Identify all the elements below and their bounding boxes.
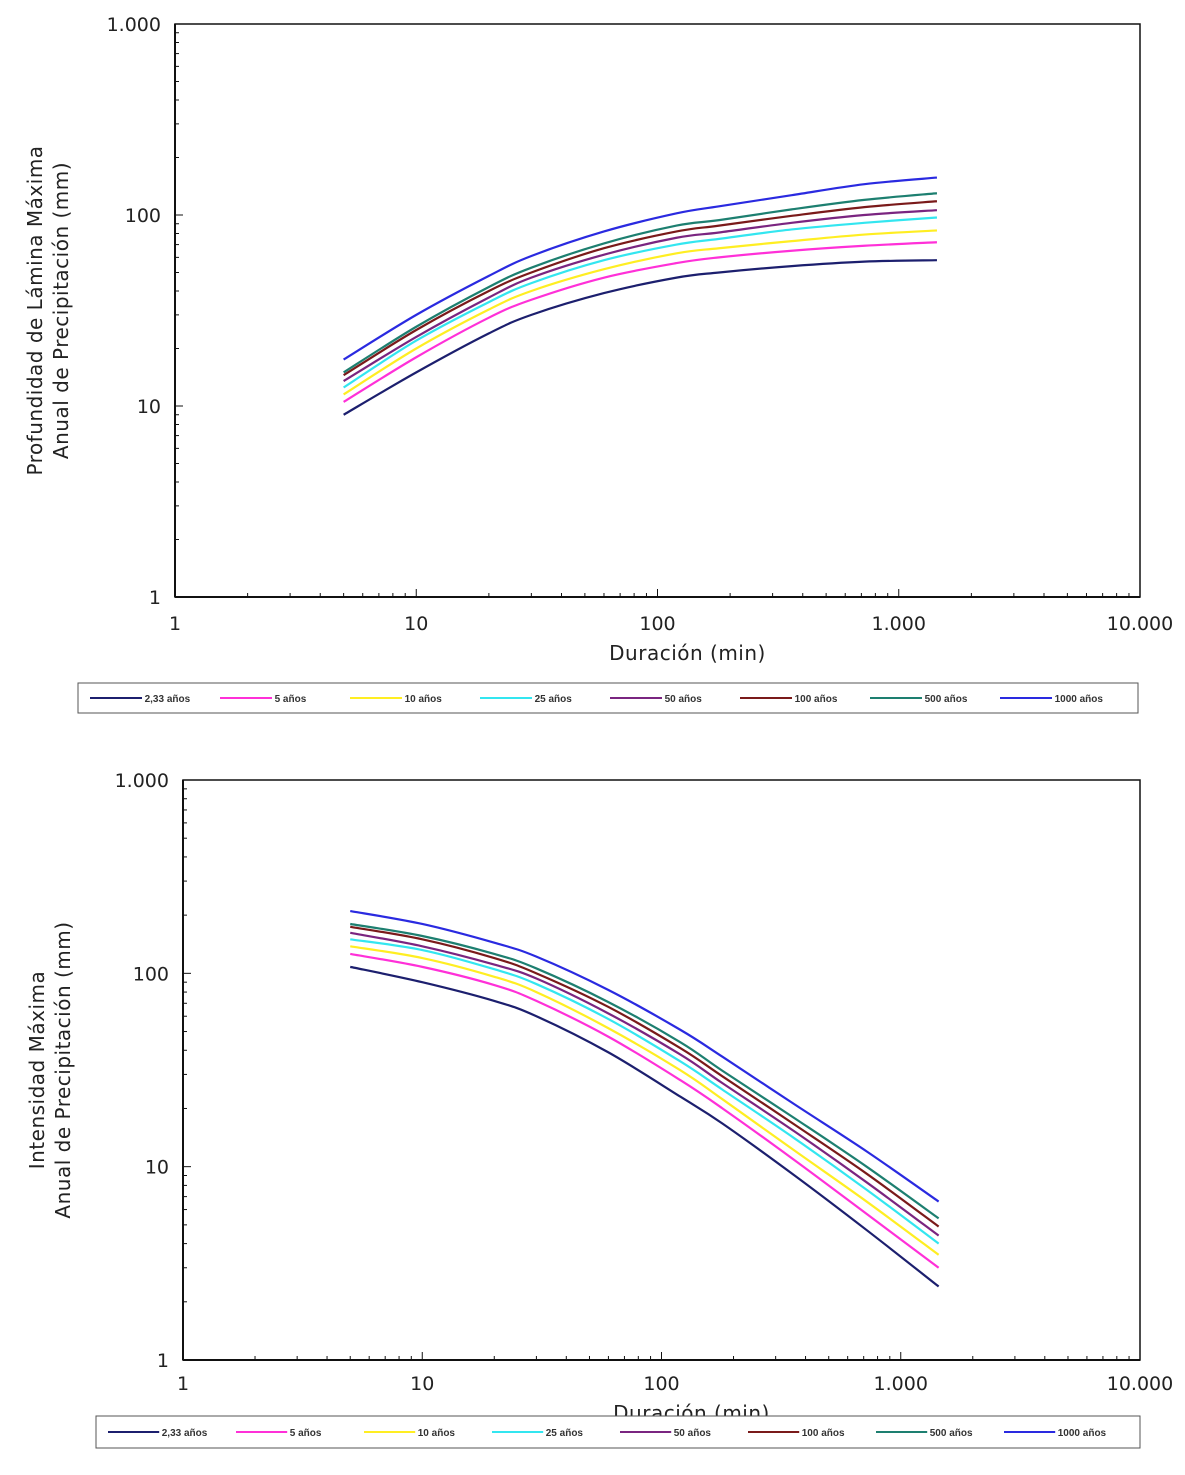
legend-label: 1000 años: [1055, 694, 1104, 705]
series-line: [350, 925, 940, 1228]
depth-chart: 1 10 100 1.000 10.000 1 10 100 1.000 Duración (mi…: [23, 14, 1173, 714]
y-tick-label: 1.000: [107, 14, 161, 36]
series-line: [350, 931, 940, 1237]
x-tick-label: 100: [639, 613, 675, 635]
y-axis-title: Profundidad de Lámina Máxima Anual de Pre…: [23, 145, 73, 475]
legend-label: 5 años: [275, 694, 307, 705]
x-tick-label: 10.000: [1107, 613, 1173, 635]
series-line: [343, 209, 938, 383]
y-axis-title-line: Anual de Precipitación (mm): [49, 162, 73, 459]
series-line: [343, 200, 938, 377]
series-line: [350, 965, 940, 1288]
x-tick-label: 10.000: [1107, 1373, 1173, 1395]
series-line: [343, 176, 938, 361]
y-tick-label: 10: [145, 1157, 169, 1179]
series-line: [343, 192, 938, 374]
x-tick-label: 100: [643, 1373, 679, 1395]
legend-label: 100 años: [795, 694, 838, 705]
legend-label: 5 años: [290, 1428, 322, 1439]
y-axis-title: Intensidad Máxima Anual de Precipitación …: [25, 921, 75, 1218]
plot-frame: [182, 779, 1141, 1361]
y-axis-title-line: Profundidad de Lámina Máxima: [23, 145, 47, 475]
x-axis-title: Duración (min): [609, 641, 766, 665]
legend-label: 500 años: [930, 1428, 973, 1439]
x-tick-label: 10: [404, 613, 428, 635]
series-line: [343, 259, 937, 416]
legend-label: 2,33 años: [162, 1428, 208, 1439]
x-tick-label: 1: [169, 613, 181, 635]
series-line: [350, 909, 940, 1203]
x-tick-label: 1.000: [874, 1373, 928, 1395]
y-tick-label: 1.000: [115, 770, 169, 792]
x-tick-label: 10: [410, 1373, 434, 1395]
legend-label: 1000 años: [1058, 1428, 1107, 1439]
series-line: [343, 241, 938, 403]
legend-label: 50 años: [665, 694, 703, 705]
x-tick-label: 1: [177, 1373, 189, 1395]
series-line: [350, 938, 940, 1245]
plot-frame: [174, 23, 1141, 598]
y-tick-label: 1: [149, 587, 161, 609]
legend-label: 50 años: [674, 1428, 712, 1439]
legend-label: 2,33 años: [145, 694, 191, 705]
series-line: [343, 216, 938, 389]
series-line: [350, 922, 940, 1220]
y-axis-title-line: Intensidad Máxima: [25, 971, 49, 1170]
legend-label: 500 años: [925, 694, 968, 705]
legend-label: 25 años: [546, 1428, 584, 1439]
legend-label: 10 años: [418, 1428, 456, 1439]
series-line: [350, 952, 940, 1269]
series-line: [350, 945, 940, 1256]
y-tick-label: 10: [137, 396, 161, 418]
y-tick-label: 1: [157, 1350, 169, 1372]
y-tick-label: 100: [125, 205, 161, 227]
legend-label: 25 años: [535, 694, 573, 705]
y-axis-title-line: Anual de Precipitación (mm): [51, 921, 75, 1218]
series-line: [343, 229, 938, 396]
legend-label: 10 años: [405, 694, 443, 705]
legend-label: 100 años: [802, 1428, 845, 1439]
x-tick-label: 1.000: [872, 613, 926, 635]
y-tick-label: 100: [133, 963, 169, 985]
